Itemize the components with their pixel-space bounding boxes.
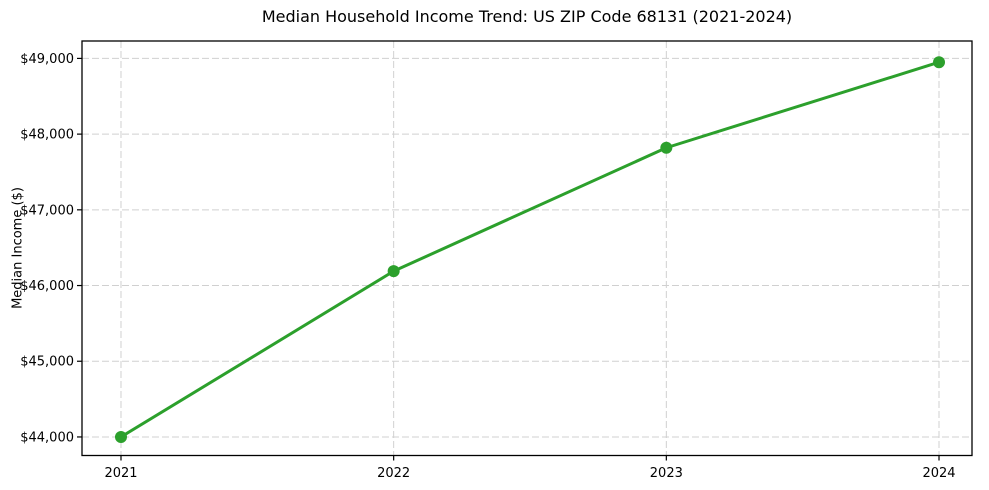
y-tick-label: $45,000 [20,355,74,370]
x-tick-label: 2022 [377,466,410,481]
data-point-2021 [114,430,127,443]
y-tick-label: $48,000 [20,128,74,143]
data-point-2022 [387,265,400,278]
y-tick-label: $49,000 [20,52,74,67]
x-tick-label: 2023 [650,466,683,481]
x-tick-label: 2024 [922,466,955,481]
plot-box-spines [81,40,973,457]
chart-title: Median Household Income Trend: US ZIP Co… [261,7,793,26]
x-tick-label: 2021 [104,466,137,481]
y-tick-label: $47,000 [20,203,74,218]
y-tick-label: $46,000 [20,279,74,294]
data-point-2023 [660,141,673,154]
y-tick-label: $44,000 [20,430,74,445]
data-point-2024 [933,56,946,69]
trend-line [119,60,941,439]
